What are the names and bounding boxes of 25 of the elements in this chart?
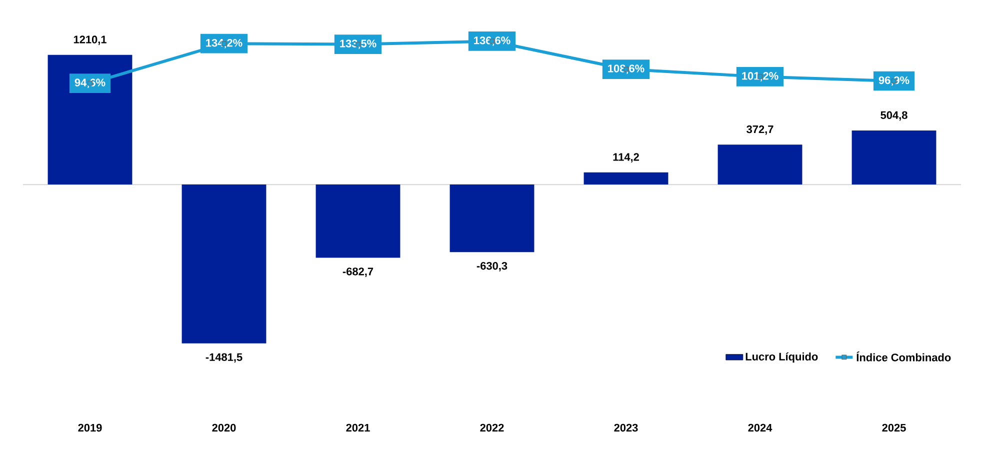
- data-label: -1481,5: [206, 353, 242, 363]
- bar: [852, 130, 936, 185]
- bar: [182, 184, 266, 344]
- bar: [584, 172, 668, 185]
- data-label: 372,7: [746, 125, 774, 135]
- x-tick-label: 2024: [748, 424, 772, 432]
- legend-label: Lucro Líquido: [746, 352, 818, 363]
- data-label: 136,6%: [474, 36, 510, 46]
- bar: [718, 144, 802, 185]
- data-label: 1210,1: [74, 36, 106, 45]
- data-label: 504,8: [880, 111, 908, 121]
- x-tick-label: 2020: [212, 424, 236, 432]
- x-tick-label: 2021: [346, 424, 370, 432]
- bar: [316, 184, 400, 258]
- data-label: -682,7: [342, 268, 374, 277]
- x-tick-label: 2022: [480, 424, 504, 432]
- legend-label: Índice Combinado: [856, 352, 951, 362]
- x-tick-label: 2023: [614, 424, 638, 432]
- data-label: 114,2: [613, 153, 639, 162]
- x-tick-label: 2025: [882, 424, 906, 432]
- data-label: 101,2%: [742, 72, 778, 82]
- x-tick-label: 2019: [78, 424, 102, 432]
- bar: [450, 184, 534, 252]
- data-label: -630,3: [476, 262, 508, 272]
- bar: [48, 54, 132, 185]
